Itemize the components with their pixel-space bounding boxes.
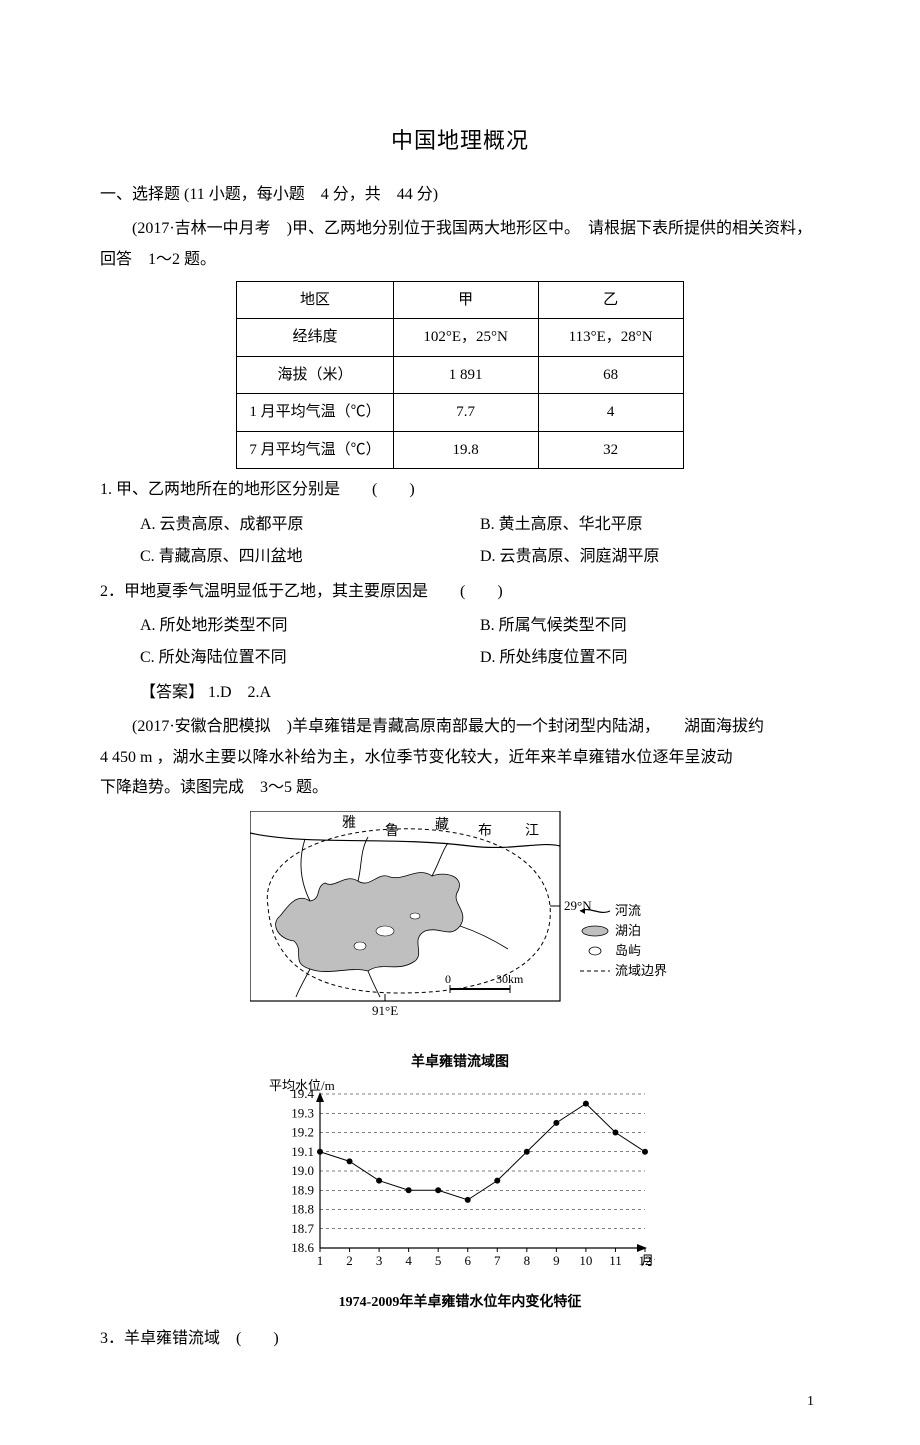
island-icon	[410, 913, 420, 919]
section-heading: 一、选择题 (11 小题，每小题 4 分，共 44 分)	[100, 180, 820, 210]
svg-text:8: 8	[524, 1253, 531, 1268]
svg-text:10: 10	[579, 1253, 592, 1268]
table-row: 地区 甲 乙	[237, 281, 683, 319]
river-tributary	[460, 926, 508, 949]
table-header: 甲	[393, 281, 538, 319]
water-level-chart: 18.618.718.818.919.019.119.219.319.4平均水位…	[265, 1076, 655, 1276]
lat-label: 29°N	[564, 898, 592, 913]
option-a: A. 云贵高原、成都平原	[140, 510, 480, 540]
svg-text:18.6: 18.6	[291, 1240, 314, 1255]
svg-text:18.8: 18.8	[291, 1202, 314, 1217]
svg-text:3: 3	[376, 1253, 383, 1268]
svg-text:2: 2	[346, 1253, 353, 1268]
lon-label: 91°E	[372, 1003, 398, 1018]
svg-text:19.0: 19.0	[291, 1163, 314, 1178]
table-row: 经纬度 102°E，25°N 113°E，28°N	[237, 319, 683, 357]
chart-caption: 1974-2009年羊卓雍错水位年内变化特征	[100, 1290, 820, 1317]
page: 中国地理概况 一、选择题 (11 小题，每小题 4 分，共 44 分) (201…	[0, 0, 920, 1445]
option-d: D. 所处纬度位置不同	[480, 643, 820, 673]
svg-text:1: 1	[317, 1253, 324, 1268]
option-a: A. 所处地形类型不同	[140, 611, 480, 641]
svg-text:6: 6	[464, 1253, 471, 1268]
question-2-stem: 2．甲地夏季气温明显低于乙地，其主要原因是 ( )	[100, 577, 820, 607]
legend-lake: 湖泊	[615, 923, 641, 938]
q1-options-row2: C. 青藏高原、四川盆地 D. 云贵高原、洞庭湖平原	[140, 542, 820, 572]
option-d: D. 云贵高原、洞庭湖平原	[480, 542, 820, 572]
map-caption: 羊卓雍错流域图	[100, 1050, 820, 1077]
page-number: 1	[100, 1389, 820, 1416]
question-1-stem: 1. 甲、乙两地所在的地形区分别是 ( )	[100, 475, 820, 505]
answer-12: 【答案】 1.D 2.A	[140, 678, 820, 708]
map-legend: 河流 湖泊 岛屿 流域边界	[580, 903, 667, 978]
svg-text:19.2: 19.2	[291, 1125, 314, 1140]
svg-text:7: 7	[494, 1253, 501, 1268]
option-b: B. 黄土高原、华北平原	[480, 510, 820, 540]
river-tributary	[296, 969, 310, 997]
river-label: 鲁	[385, 823, 399, 839]
option-c: C. 所处海陆位置不同	[140, 643, 480, 673]
legend-island: 岛屿	[615, 943, 641, 958]
scale-start: 0	[445, 972, 451, 986]
q2-options-row1: A. 所处地形类型不同 B. 所属气候类型不同	[140, 611, 820, 641]
legend-boundary: 流域边界	[615, 963, 667, 978]
river-tributary	[432, 843, 448, 876]
table-header: 地区	[237, 281, 393, 319]
question-3-stem: 3．羊卓雍错流域 ( )	[100, 1324, 820, 1354]
svg-text:19.1: 19.1	[291, 1144, 314, 1159]
table-header: 乙	[538, 281, 683, 319]
map-figure: 雅 鲁 藏 布 江 29°N 91°E 0 30km 河流 湖泊	[250, 811, 670, 1036]
svg-text:18.9: 18.9	[291, 1183, 314, 1198]
option-c: C. 青藏高原、四川盆地	[140, 542, 480, 572]
scale-end: 30km	[496, 972, 524, 986]
river-tributary	[368, 971, 380, 997]
river-label: 江	[525, 823, 539, 839]
river-label: 雅	[342, 815, 356, 831]
table-row: 1 月平均气温（℃） 7.7 4	[237, 394, 683, 432]
island-icon	[376, 926, 394, 936]
figures-block: 雅 鲁 藏 布 江 29°N 91°E 0 30km 河流 湖泊	[100, 811, 820, 1316]
legend-river: 河流	[615, 903, 641, 918]
svg-text:月份: 月份	[641, 1253, 655, 1268]
passage-2c: 下降趋势。读图完成 3～5 题。	[100, 773, 820, 803]
svg-text:平均水位/m: 平均水位/m	[269, 1078, 335, 1093]
svg-text:5: 5	[435, 1253, 442, 1268]
passage-2a: (2017·安徽合肥模拟 )羊卓雍错是青藏高原南部最大的一个封闭型内陆湖， 湖面…	[100, 712, 820, 742]
river-main	[250, 833, 560, 847]
table-row: 海拔（米） 1 891 68	[237, 356, 683, 394]
q2-options-row2: C. 所处海陆位置不同 D. 所处纬度位置不同	[140, 643, 820, 673]
svg-text:18.7: 18.7	[291, 1221, 314, 1236]
svg-text:11: 11	[609, 1253, 622, 1268]
option-b: B. 所属气候类型不同	[480, 611, 820, 641]
svg-text:4: 4	[405, 1253, 412, 1268]
river-label: 藏	[435, 817, 449, 833]
island-icon	[354, 942, 366, 950]
river-tributary	[358, 837, 368, 881]
svg-text:9: 9	[553, 1253, 560, 1268]
lake-shape	[276, 873, 463, 972]
river-label: 布	[478, 823, 492, 839]
page-title: 中国地理概况	[100, 120, 820, 162]
data-table-1: 地区 甲 乙 经纬度 102°E，25°N 113°E，28°N 海拔（米） 1…	[236, 281, 683, 470]
q1-options-row1: A. 云贵高原、成都平原 B. 黄土高原、华北平原	[140, 510, 820, 540]
table-row: 7 月平均气温（℃） 19.8 32	[237, 431, 683, 469]
passage-2b: 4 450 m ，湖水主要以降水补给为主，水位季节变化较大，近年来羊卓雍错水位逐…	[100, 743, 820, 773]
svg-text:19.3: 19.3	[291, 1106, 314, 1121]
passage-1: (2017·吉林一中月考 )甲、乙两地分别位于我国两大地形区中。 请根据下表所提…	[100, 214, 820, 275]
